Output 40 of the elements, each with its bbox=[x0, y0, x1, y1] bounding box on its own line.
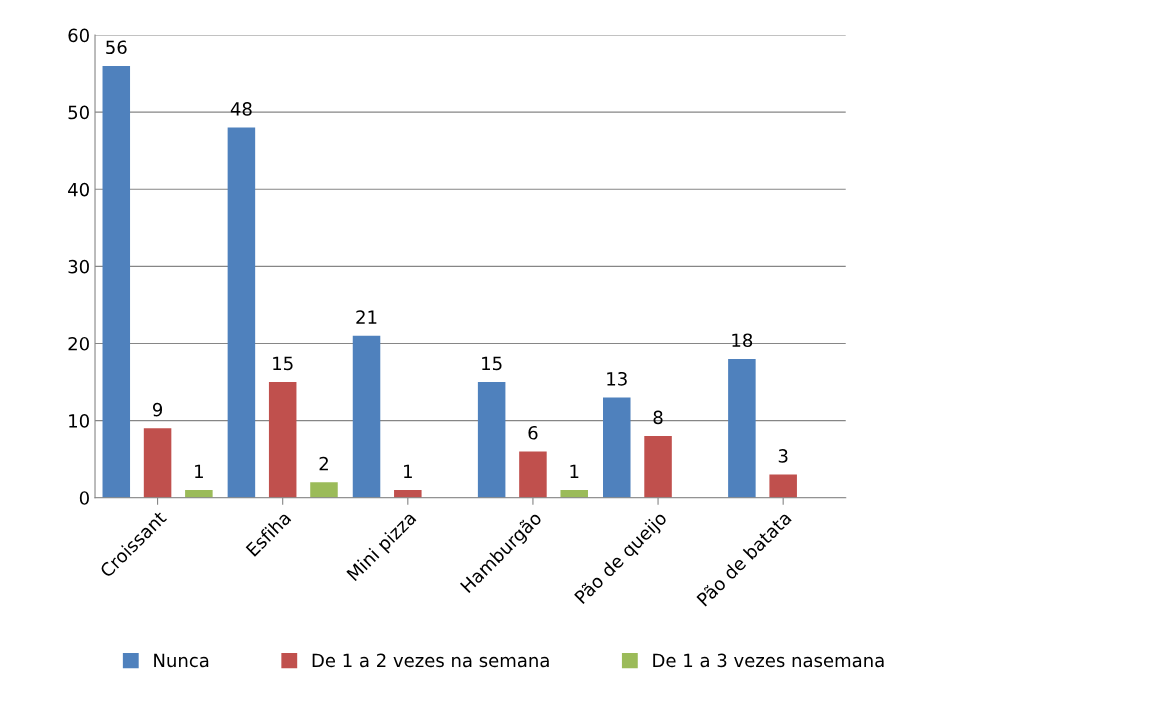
bar bbox=[477, 382, 506, 498]
bar bbox=[519, 451, 547, 498]
data-label: 2 bbox=[319, 456, 328, 471]
data-label: 56 bbox=[106, 40, 127, 55]
y-tick-label: 40 bbox=[68, 182, 89, 197]
data-label: 1 bbox=[404, 464, 412, 478]
bar bbox=[394, 490, 422, 498]
legend-label: De 1 a 2 vezes na semana bbox=[312, 653, 549, 668]
data-label: 3 bbox=[778, 449, 788, 463]
data-label: 48 bbox=[230, 102, 252, 116]
data-label: 6 bbox=[528, 425, 538, 440]
legend-label: Nunca bbox=[154, 653, 209, 668]
data-label: 8 bbox=[653, 410, 663, 425]
bar bbox=[143, 428, 172, 498]
bar bbox=[268, 382, 297, 498]
bar bbox=[769, 474, 797, 498]
data-label: 1 bbox=[195, 464, 203, 478]
data-label: 13 bbox=[607, 371, 627, 386]
y-tick-label: 30 bbox=[68, 259, 89, 274]
y-tick-label: 60 bbox=[68, 28, 89, 43]
bar bbox=[102, 65, 131, 498]
bar bbox=[603, 397, 631, 498]
data-label: 15 bbox=[273, 356, 293, 371]
bar bbox=[185, 490, 213, 498]
bar bbox=[352, 335, 381, 498]
y-tick-label: 0 bbox=[79, 491, 89, 505]
data-label: 21 bbox=[356, 310, 377, 324]
y-tick-label: 10 bbox=[69, 414, 89, 428]
data-label: 9 bbox=[152, 402, 163, 417]
bar bbox=[728, 358, 756, 498]
data-label: 18 bbox=[732, 333, 753, 348]
bar bbox=[560, 490, 588, 498]
bar bbox=[644, 436, 672, 498]
data-label: 15 bbox=[482, 356, 502, 371]
data-label: 1 bbox=[570, 464, 579, 478]
y-tick-label: 50 bbox=[68, 105, 89, 120]
y-tick-label: 20 bbox=[68, 336, 89, 351]
bar bbox=[310, 482, 338, 498]
legend-label: De 1 a 3 vezes nasemana bbox=[653, 653, 884, 668]
bar bbox=[227, 127, 256, 498]
